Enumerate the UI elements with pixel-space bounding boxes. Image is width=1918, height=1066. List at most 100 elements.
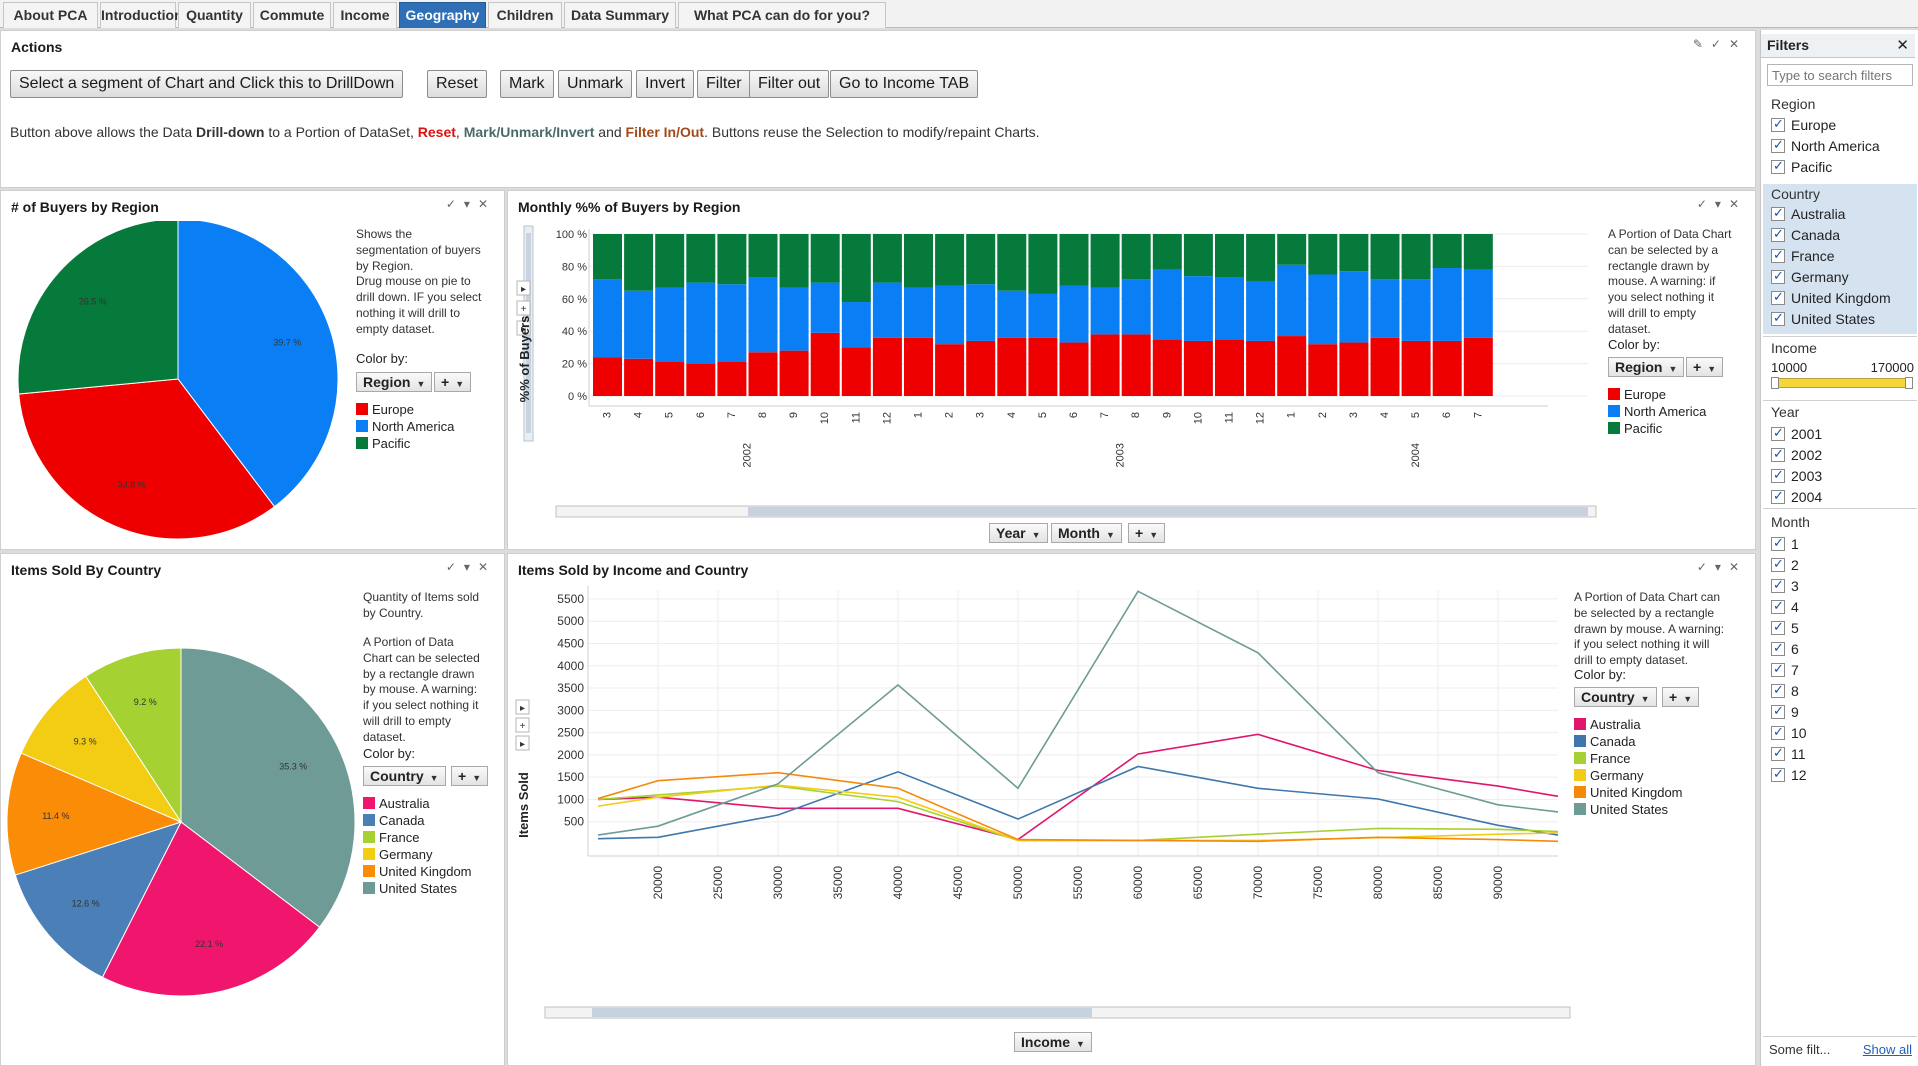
items-pie-chart[interactable]: 35.3 % 22.1 % 12.6 % 11.4 % 9.3 % 9.2 % bbox=[5, 644, 361, 1004]
tab-about-pca[interactable]: About PCA bbox=[3, 2, 98, 28]
tab-quantity[interactable]: Quantity bbox=[178, 2, 251, 28]
legend-item[interactable]: France bbox=[363, 830, 419, 845]
legend-item[interactable]: Canada bbox=[1574, 734, 1636, 749]
tab-commute[interactable]: Commute bbox=[253, 2, 331, 28]
chevron-down-icon[interactable]: ▾ bbox=[463, 560, 478, 574]
reset-button[interactable]: Reset bbox=[427, 70, 487, 98]
checkbox-checked-icon[interactable] bbox=[1771, 640, 1785, 656]
filter-checkbox-item[interactable]: Australia bbox=[1771, 205, 1845, 222]
checkbox-checked-icon[interactable] bbox=[1771, 446, 1785, 462]
legend-item[interactable]: United Kingdom bbox=[1574, 785, 1683, 800]
monthly-add-color-button[interactable]: + ▼ bbox=[1686, 357, 1724, 377]
legend-item[interactable]: Australia bbox=[363, 796, 430, 811]
income-add-color-button[interactable]: + ▼ bbox=[1662, 687, 1700, 707]
checkbox-checked-icon[interactable] bbox=[1771, 577, 1785, 593]
tab-income[interactable]: Income bbox=[333, 2, 397, 28]
checkbox-checked-icon[interactable] bbox=[1771, 598, 1785, 614]
checkbox-checked-icon[interactable] bbox=[1771, 703, 1785, 719]
chevron-down-icon[interactable]: ▾ bbox=[463, 197, 478, 211]
check-icon[interactable]: ✓ bbox=[1696, 197, 1715, 211]
filter-checkbox-item[interactable]: 2 bbox=[1771, 556, 1799, 573]
income-color-by-dropdown[interactable]: Country ▼ bbox=[1574, 687, 1657, 707]
checkbox-checked-icon[interactable] bbox=[1771, 745, 1785, 761]
tab-what-pca-can-do-for-you[interactable]: What PCA can do for you? bbox=[678, 2, 886, 28]
mark-button[interactable]: Mark bbox=[500, 70, 554, 98]
income-line-chart[interactable]: ▸ + ▸ Items Sold 500 1000 1500 2000 2500 3000 3500… bbox=[508, 582, 1578, 1022]
invert-button[interactable]: Invert bbox=[636, 70, 695, 98]
income-axis-dropdown[interactable]: Income ▼ bbox=[1014, 1032, 1092, 1052]
buyers-color-by-dropdown[interactable]: Region ▼ bbox=[356, 372, 433, 392]
filter-out-button[interactable]: Filter out bbox=[749, 70, 830, 98]
checkbox-checked-icon[interactable] bbox=[1771, 682, 1785, 698]
checkbox-checked-icon[interactable] bbox=[1771, 619, 1785, 635]
legend-item[interactable]: United Kingdom bbox=[363, 864, 472, 879]
filter-checkbox-item[interactable]: France bbox=[1771, 247, 1835, 264]
add-axis-button[interactable]: + ▼ bbox=[1128, 523, 1166, 543]
close-icon[interactable]: ✕ bbox=[1728, 197, 1747, 211]
items-add-color-button[interactable]: + ▼ bbox=[451, 766, 489, 786]
filter-checkbox-item[interactable]: 9 bbox=[1771, 703, 1799, 720]
filter-checkbox-item[interactable]: 10 bbox=[1771, 724, 1807, 741]
chevron-down-icon[interactable]: ▾ bbox=[1714, 197, 1729, 211]
filter-checkbox-item[interactable]: 7 bbox=[1771, 661, 1799, 678]
checkbox-checked-icon[interactable] bbox=[1771, 268, 1785, 284]
year-axis-dropdown[interactable]: Year ▼ bbox=[989, 523, 1048, 543]
close-icon[interactable]: ✕ bbox=[1728, 560, 1747, 574]
filter-checkbox-item[interactable]: United Kingdom bbox=[1771, 289, 1891, 306]
legend-item[interactable]: United States bbox=[363, 881, 457, 896]
slider-left-handle[interactable] bbox=[1771, 377, 1779, 389]
legend-item[interactable]: North America bbox=[356, 419, 454, 434]
filter-checkbox-item[interactable]: Germany bbox=[1771, 268, 1849, 285]
month-axis-dropdown[interactable]: Month ▼ bbox=[1051, 523, 1122, 543]
tab-children[interactable]: Children bbox=[488, 2, 562, 28]
legend-item[interactable]: Europe bbox=[356, 402, 414, 417]
checkbox-checked-icon[interactable] bbox=[1771, 661, 1785, 677]
legend-item[interactable]: Australia bbox=[1574, 717, 1641, 732]
filter-checkbox-item[interactable]: 2003 bbox=[1771, 467, 1822, 484]
check-icon[interactable]: ✓ bbox=[445, 560, 464, 574]
edit-icon[interactable]: ✎ bbox=[1692, 37, 1711, 51]
filter-checkbox-item[interactable]: 3 bbox=[1771, 577, 1799, 594]
checkbox-checked-icon[interactable] bbox=[1771, 488, 1785, 504]
check-icon[interactable]: ✓ bbox=[1710, 37, 1729, 51]
filter-checkbox-item[interactable]: 11 bbox=[1771, 745, 1806, 762]
close-icon[interactable]: ✕ bbox=[477, 197, 496, 211]
tab-geography[interactable]: Geography bbox=[399, 2, 486, 28]
legend-item[interactable]: Canada bbox=[363, 813, 425, 828]
buyers-pie-chart[interactable]: 39.7 % 33.8 % 26.5 % bbox=[9, 221, 349, 546]
checkbox-checked-icon[interactable] bbox=[1771, 289, 1785, 305]
checkbox-checked-icon[interactable] bbox=[1771, 226, 1785, 242]
legend-item[interactable]: France bbox=[1574, 751, 1630, 766]
legend-item[interactable]: Germany bbox=[1574, 768, 1643, 783]
filter-checkbox-item[interactable]: 5 bbox=[1771, 619, 1799, 636]
filter-search-input[interactable] bbox=[1767, 64, 1913, 86]
buyers-add-color-button[interactable]: + ▼ bbox=[434, 372, 472, 392]
filter-button[interactable]: Filter bbox=[697, 70, 751, 98]
monthly-color-by-dropdown[interactable]: Region ▼ bbox=[1608, 357, 1685, 377]
checkbox-checked-icon[interactable] bbox=[1771, 425, 1785, 441]
income-range-slider[interactable] bbox=[1771, 377, 1913, 389]
checkbox-checked-icon[interactable] bbox=[1771, 247, 1785, 263]
checkbox-checked-icon[interactable] bbox=[1771, 724, 1785, 740]
legend-item[interactable]: Pacific bbox=[1608, 421, 1662, 436]
filter-checkbox-item[interactable]: Europe bbox=[1771, 116, 1836, 133]
tab-data-summary[interactable]: Data Summary bbox=[564, 2, 676, 28]
filter-checkbox-item[interactable]: Canada bbox=[1771, 226, 1840, 243]
filter-checkbox-item[interactable]: 2004 bbox=[1771, 488, 1822, 505]
filter-checkbox-item[interactable]: 2002 bbox=[1771, 446, 1822, 463]
close-icon[interactable]: ✕ bbox=[1728, 37, 1747, 51]
checkbox-checked-icon[interactable] bbox=[1771, 137, 1785, 153]
check-icon[interactable]: ✓ bbox=[445, 197, 464, 211]
filter-checkbox-item[interactable]: United States bbox=[1771, 310, 1875, 327]
drilldown-button[interactable]: Select a segment of Chart and Click this… bbox=[10, 70, 404, 98]
checkbox-checked-icon[interactable] bbox=[1771, 116, 1785, 132]
close-icon[interactable]: ✕ bbox=[1896, 37, 1909, 54]
filter-checkbox-item[interactable]: 4 bbox=[1771, 598, 1799, 615]
filter-checkbox-item[interactable]: 1 bbox=[1771, 535, 1799, 552]
checkbox-checked-icon[interactable] bbox=[1771, 556, 1785, 572]
legend-item[interactable]: Germany bbox=[363, 847, 432, 862]
checkbox-checked-icon[interactable] bbox=[1771, 535, 1785, 551]
checkbox-checked-icon[interactable] bbox=[1771, 467, 1785, 483]
checkbox-checked-icon[interactable] bbox=[1771, 766, 1785, 782]
items-color-by-dropdown[interactable]: Country ▼ bbox=[363, 766, 446, 786]
